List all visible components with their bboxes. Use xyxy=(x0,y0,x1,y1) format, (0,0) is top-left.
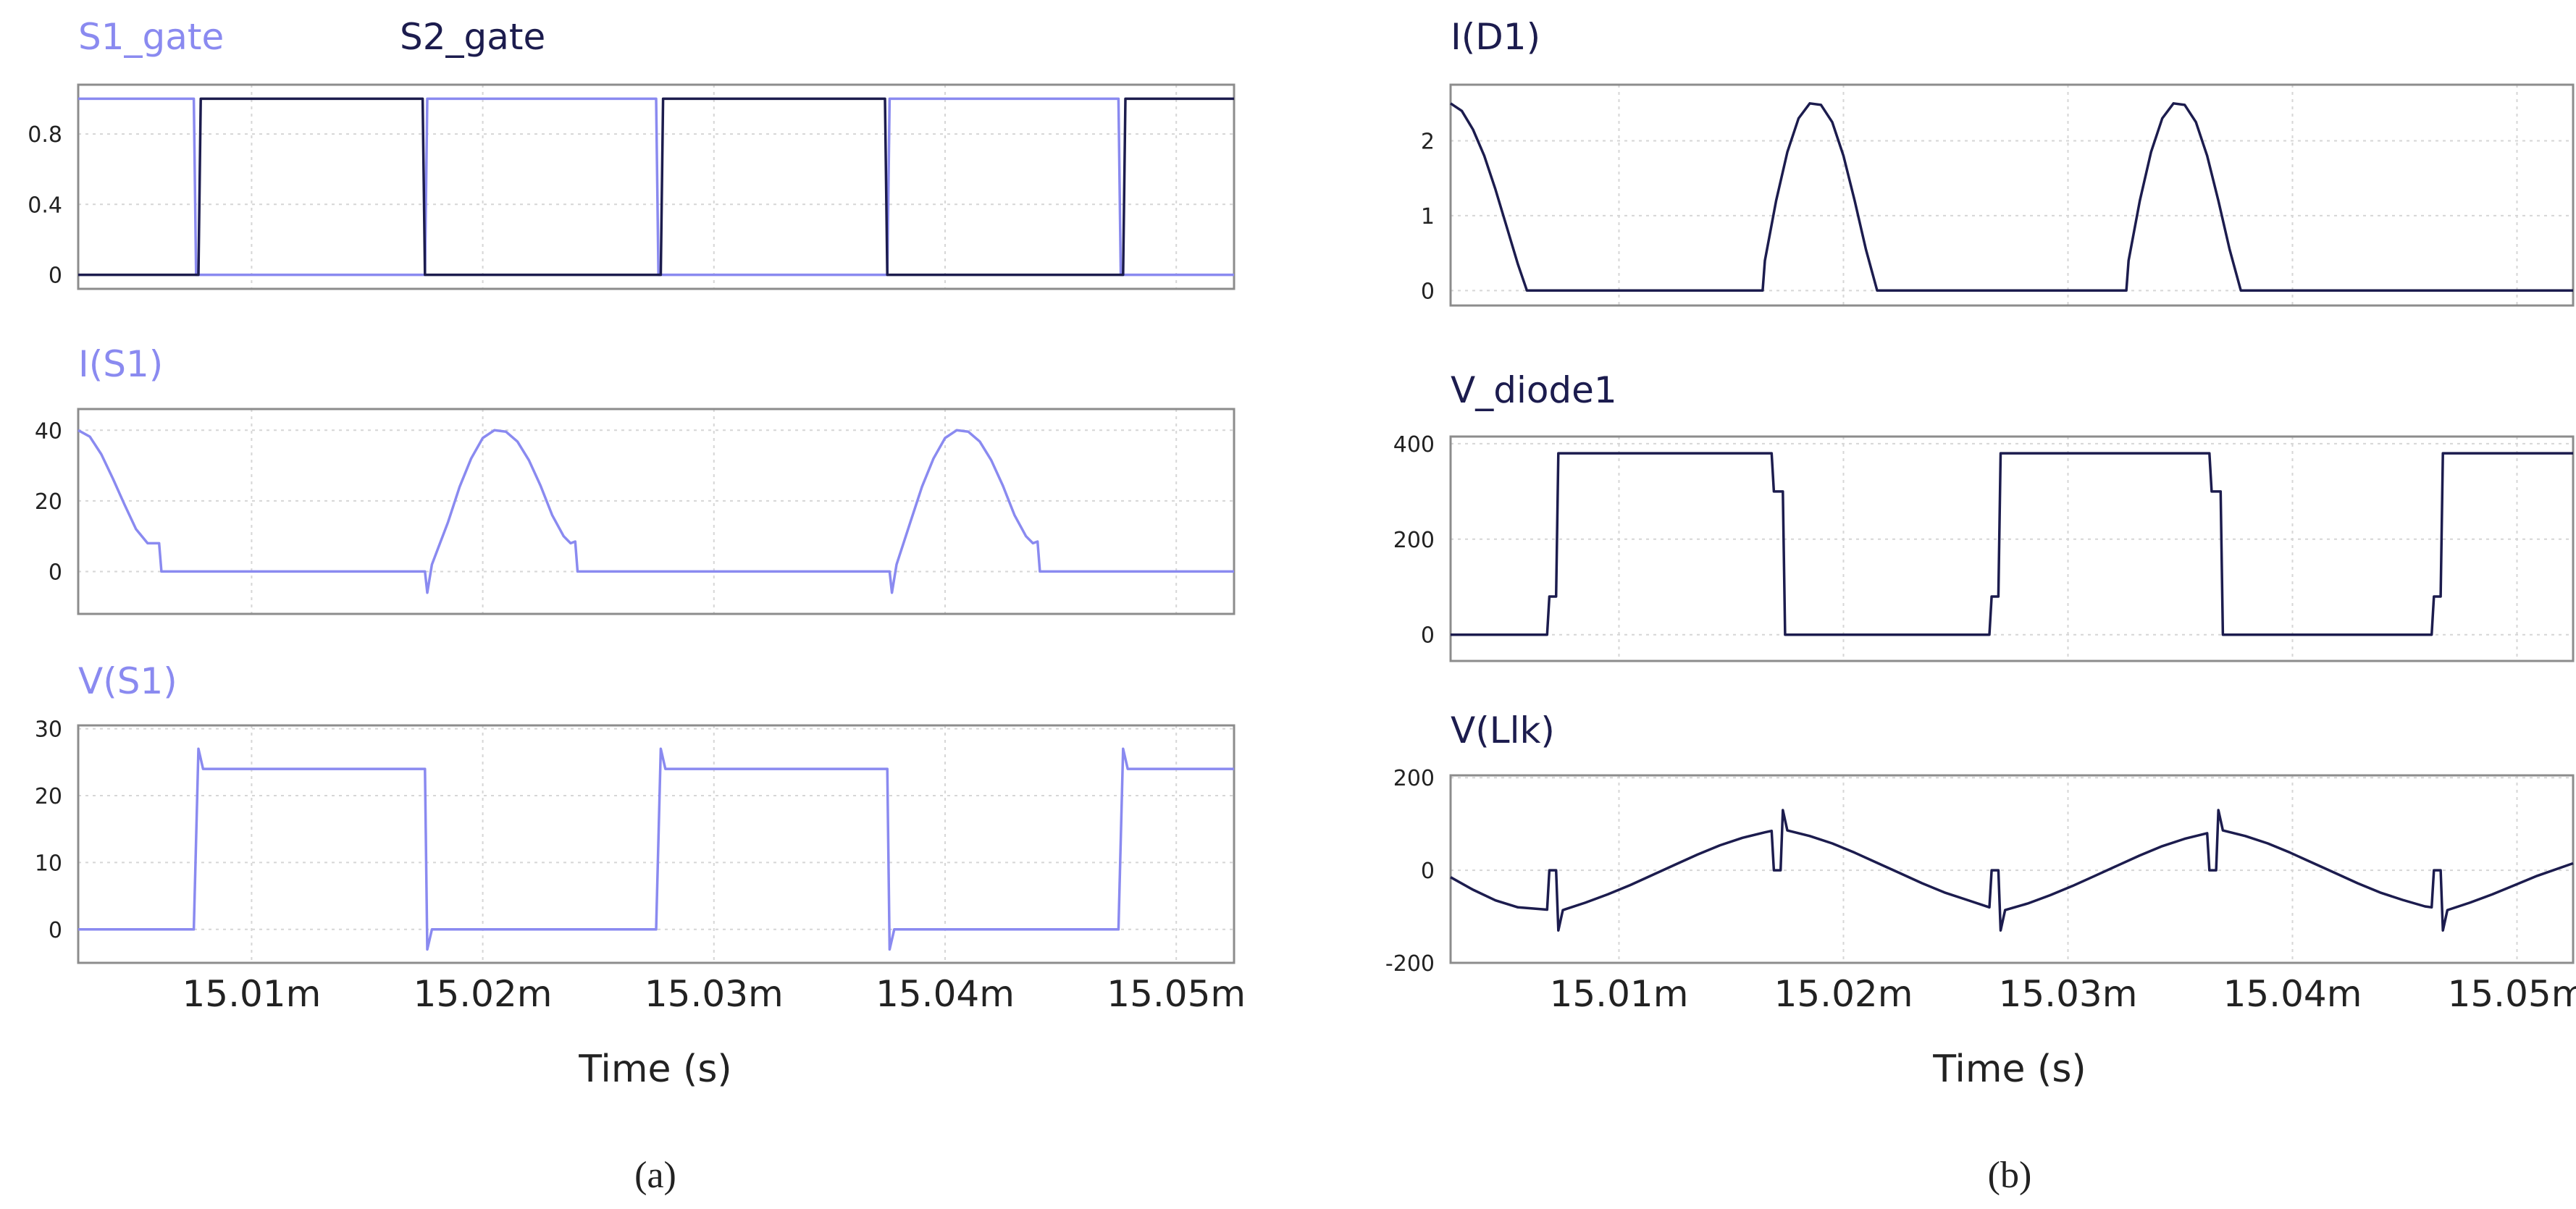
y-tick-label: 200 xyxy=(1393,528,1435,553)
x-tick-label: 15.03m xyxy=(1999,973,2138,1015)
chart-is1: I(S1) 0 20 40 xyxy=(35,343,1235,615)
legend-s1-gate: S1_gate xyxy=(78,16,224,58)
title-id1: I(D1) xyxy=(1451,16,1540,58)
series-line-id1-0 xyxy=(1450,102,2573,292)
plot-frame xyxy=(77,83,1235,290)
chart-vllk: V(Llk) -200 0 200 xyxy=(1385,709,2575,977)
series-line-gates-0 xyxy=(78,97,1234,277)
y-tick-label: 30 xyxy=(35,717,62,743)
plot-frame xyxy=(1449,435,2575,662)
title-is1: I(S1) xyxy=(78,343,163,385)
title-vllk: V(Llk) xyxy=(1451,709,1555,751)
x-axis-label-a: Time (s) xyxy=(578,1048,731,1091)
title-vdiode1: V_diode1 xyxy=(1451,369,1617,411)
legend-s2-gate: S2_gate xyxy=(400,16,545,58)
y-tick-label: 0 xyxy=(1421,859,1435,884)
series-line-is1-0 xyxy=(77,429,1234,594)
title-vs1: V(S1) xyxy=(78,660,177,702)
plot-area-gates: 0 0.4 0.8 xyxy=(28,83,1235,290)
series-line-vs1-0 xyxy=(78,747,1234,951)
plot-area-vdiode1: 0 200 400 xyxy=(1393,432,2575,662)
series-line-vllk-0 xyxy=(1450,809,2574,932)
x-tick-label: 15.01m xyxy=(1550,973,1689,1015)
y-tick-label: 200 xyxy=(1393,766,1435,791)
y-tick-label: 0 xyxy=(1421,279,1435,304)
y-tick-label: 0.8 xyxy=(28,122,62,148)
caption-b: (b) xyxy=(1988,1155,2032,1196)
plot-frame xyxy=(1449,83,2575,307)
x-tick-label: 15.04m xyxy=(2223,973,2362,1015)
plot-area-id1: 0 1 2 xyxy=(1421,83,2575,307)
plot-area-vs1: 0 10 20 30 xyxy=(35,717,1235,964)
plot-frame xyxy=(77,408,1235,615)
y-tick-label: 0 xyxy=(49,918,62,943)
y-tick-label: 0.4 xyxy=(28,193,62,218)
y-tick-label: 2 xyxy=(1421,130,1435,155)
y-tick-label: -200 xyxy=(1385,951,1435,977)
x-tick-labels-a: 15.01m 15.02m 15.03m 15.04m 15.05m xyxy=(182,973,1246,1015)
chart-vdiode1: V_diode1 0 200 400 xyxy=(1393,369,2575,662)
chart-gates: S1_gate S2_gate 0 0.4 0.8 xyxy=(28,16,1235,290)
plot-frame xyxy=(77,724,1235,964)
y-tick-label: 20 xyxy=(35,489,62,515)
x-tick-label: 15.02m xyxy=(1774,973,1913,1015)
chart-id1: I(D1) 0 1 2 xyxy=(1421,16,2575,307)
plot-area-is1: 0 20 40 xyxy=(35,408,1235,615)
y-tick-label: 400 xyxy=(1393,432,1435,458)
series-line-vdiode1-0 xyxy=(1451,452,2573,636)
x-tick-label: 15.05m xyxy=(1107,973,1246,1015)
y-tick-label: 20 xyxy=(35,784,62,809)
panel-b: I(D1) 0 1 2 V_diode1 0 200 400 V(Llk) -200 0 2… xyxy=(1385,16,2576,1196)
chart-vs1: V(S1) 0 10 20 30 xyxy=(35,660,1235,964)
y-tick-label: 1 xyxy=(1421,204,1435,229)
x-tick-labels-b: 15.01m 15.02m 15.03m 15.04m 15.05m xyxy=(1550,973,2576,1015)
x-axis-label-b: Time (s) xyxy=(1932,1048,2086,1091)
panel-a: S1_gate S2_gate 0 0.4 0.8 I(S1) 0 20 40 V(S1… xyxy=(28,16,1246,1196)
series-line-gates-1 xyxy=(78,97,1234,277)
x-tick-label: 15.01m xyxy=(182,973,321,1015)
caption-a: (a) xyxy=(634,1155,676,1196)
x-tick-label: 15.04m xyxy=(876,973,1015,1015)
plot-area-vllk: -200 0 200 xyxy=(1385,766,2575,977)
y-tick-label: 0 xyxy=(49,560,62,585)
y-tick-label: 0 xyxy=(1421,623,1435,649)
y-tick-label: 40 xyxy=(35,418,62,444)
plot-frame xyxy=(1449,774,2575,964)
x-tick-label: 15.03m xyxy=(645,973,784,1015)
y-tick-label: 0 xyxy=(49,264,62,289)
y-tick-label: 10 xyxy=(35,851,62,876)
x-tick-label: 15.02m xyxy=(414,973,553,1015)
x-tick-label: 15.05m xyxy=(2448,973,2576,1015)
